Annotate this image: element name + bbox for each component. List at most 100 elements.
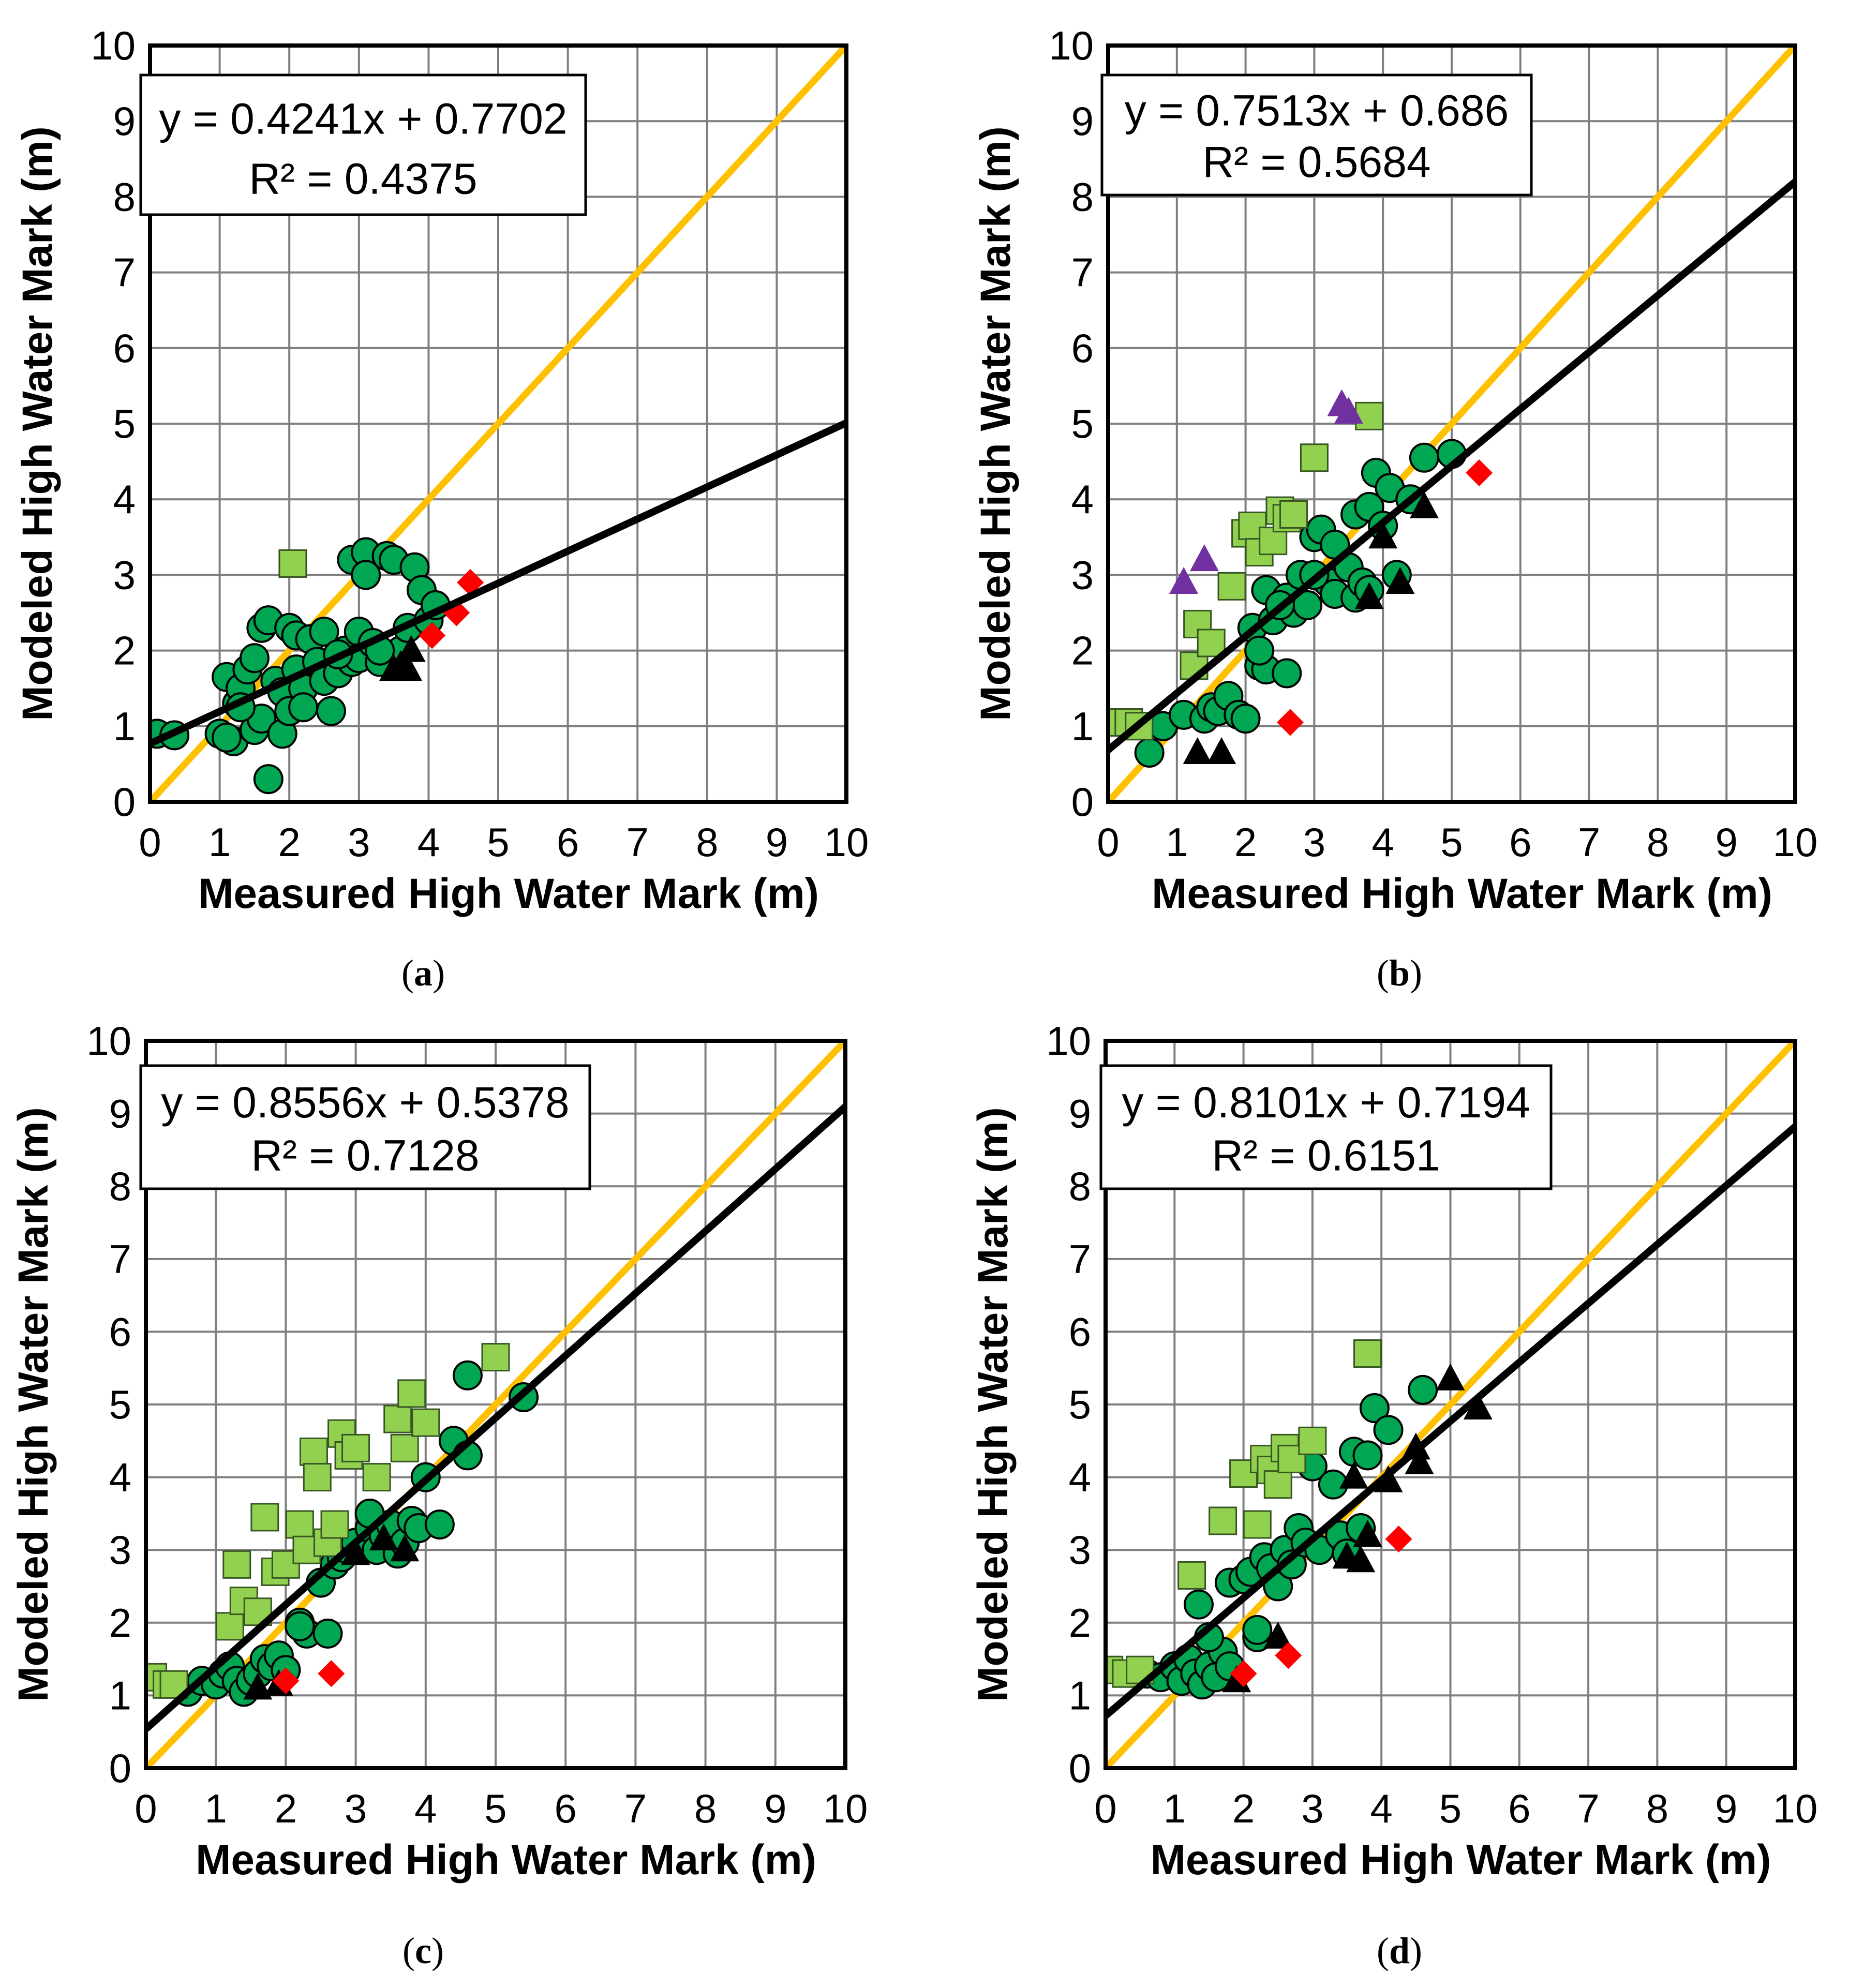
data-point-triangle: [1436, 1363, 1465, 1391]
x-tick-label: 1: [205, 1786, 227, 1831]
data-point-square: [1197, 629, 1226, 657]
data-point-triangle: [1334, 397, 1363, 424]
x-tick-label: 5: [1440, 819, 1463, 865]
data-point-square: [250, 1503, 279, 1532]
y-tick-label: 0: [1071, 779, 1094, 825]
data-point-triangle: [393, 654, 423, 681]
x-tick-label: 10: [824, 819, 869, 865]
regression-equation: y = 0.4241x + 0.7702: [159, 94, 567, 143]
data-point-square: [1279, 500, 1308, 529]
data-point-square: [215, 1612, 244, 1641]
data-point-triangle: [1169, 567, 1199, 594]
data-point-triangle: [341, 1538, 370, 1565]
y-tick-label: 5: [1069, 1382, 1091, 1427]
y-tick-label: 2: [113, 628, 136, 674]
x-tick-label: 6: [1508, 1786, 1530, 1831]
x-tick-label: 3: [348, 819, 370, 865]
data-point-square: [303, 1463, 332, 1492]
trendline: [146, 1104, 845, 1732]
data-point-square: [1298, 1426, 1327, 1455]
y-tick-label: 10: [1046, 1018, 1091, 1064]
panel-caption: (b): [1377, 952, 1422, 994]
x-tick-label: 9: [764, 1786, 786, 1831]
equation-box: [1099, 1064, 1553, 1190]
data-point-square: [1238, 511, 1267, 540]
y-tick-label: 5: [113, 401, 136, 446]
data-point-diamond: [1276, 709, 1304, 736]
data-point-diamond: [318, 1660, 345, 1687]
data-point-circle: [351, 560, 381, 590]
data-point-circle: [1230, 704, 1261, 734]
x-tick-label: 4: [1372, 819, 1394, 865]
data-point-triangle: [1354, 582, 1384, 609]
x-tick-label: 4: [1370, 1786, 1393, 1831]
x-tick-label: 5: [484, 1786, 506, 1831]
data-point-circle: [212, 722, 242, 753]
x-tick-label: 2: [275, 1786, 297, 1831]
y-tick-label: 9: [109, 1091, 131, 1137]
x-tick-label: 9: [1715, 1786, 1737, 1831]
trendline: [150, 420, 846, 747]
data-point-square: [1209, 1506, 1237, 1535]
x-tick-label: 1: [1164, 1786, 1186, 1831]
equation-box: [139, 1064, 591, 1190]
x-tick-label: 2: [1232, 1786, 1255, 1831]
data-point-square: [299, 1437, 328, 1466]
data-point-triangle: [1409, 491, 1439, 518]
data-point-circle: [1134, 737, 1165, 768]
x-tick-label: 7: [1577, 1786, 1599, 1831]
data-point-circle: [312, 1618, 343, 1649]
data-point-square: [397, 1379, 426, 1408]
y-tick-label: 8: [1069, 1163, 1091, 1209]
data-point-square: [1263, 1470, 1292, 1499]
data-point-circle: [288, 692, 319, 723]
data-point-circle: [452, 1360, 483, 1391]
x-tick-label: 8: [1646, 1786, 1668, 1831]
regression-equation: y = 0.8101x + 0.7194: [1122, 1078, 1530, 1127]
y-axis-label: Modeled High Water Mark (m): [14, 126, 61, 721]
x-axis-label: Measured High Water Mark (m): [1152, 870, 1772, 917]
data-point-circle: [285, 1611, 315, 1641]
y-tick-label: 10: [91, 23, 136, 68]
data-point-square: [1177, 1561, 1206, 1590]
panel-caption: (d): [1377, 1930, 1422, 1971]
data-point-diamond: [419, 622, 446, 649]
data-point-circle: [1359, 1393, 1390, 1424]
y-axis-label: Modeled High Water Mark (m): [970, 1107, 1017, 1702]
data-point-triangle: [1183, 737, 1212, 764]
y-tick-label: 6: [1071, 325, 1094, 371]
y-tick-label: 5: [109, 1382, 131, 1427]
data-point-square: [341, 1433, 370, 1462]
x-tick-label: 0: [1097, 819, 1119, 865]
data-point-square: [278, 549, 307, 578]
y-axis-label: Modeled High Water Mark (m): [972, 126, 1019, 721]
x-tick-label: 9: [1716, 819, 1738, 865]
data-point-triangle: [1207, 737, 1236, 764]
data-point-square: [1353, 1339, 1382, 1368]
x-axis-label: Measured High Water Mark (m): [196, 1836, 816, 1884]
data-point-triangle: [1339, 1461, 1368, 1489]
y-axis-label: Modeled High Water Mark (m): [10, 1107, 57, 1702]
data-point-square: [320, 1510, 349, 1539]
y-tick-label: 9: [113, 98, 136, 144]
markers: [1108, 389, 1493, 768]
data-point-triangle: [390, 1534, 420, 1562]
data-point-triangle: [1368, 521, 1398, 549]
y-tick-label: 6: [109, 1309, 131, 1354]
data-point-circle: [1409, 442, 1439, 473]
data-point-circle: [1244, 635, 1275, 666]
data-point-triangle: [1385, 567, 1415, 594]
y-tick-label: 0: [1069, 1745, 1091, 1791]
data-point-triangle: [1405, 1447, 1434, 1474]
data-point-square: [390, 1433, 419, 1462]
y-tick-label: 0: [113, 779, 136, 825]
y-tick-label: 8: [109, 1163, 131, 1209]
r-squared: R² = 0.4375: [249, 155, 477, 203]
regression-equation: y = 0.8556x + 0.5378: [161, 1078, 569, 1127]
x-tick-label: 3: [1303, 819, 1325, 865]
x-tick-label: 1: [1166, 819, 1188, 865]
y-tick-label: 3: [1069, 1527, 1091, 1573]
